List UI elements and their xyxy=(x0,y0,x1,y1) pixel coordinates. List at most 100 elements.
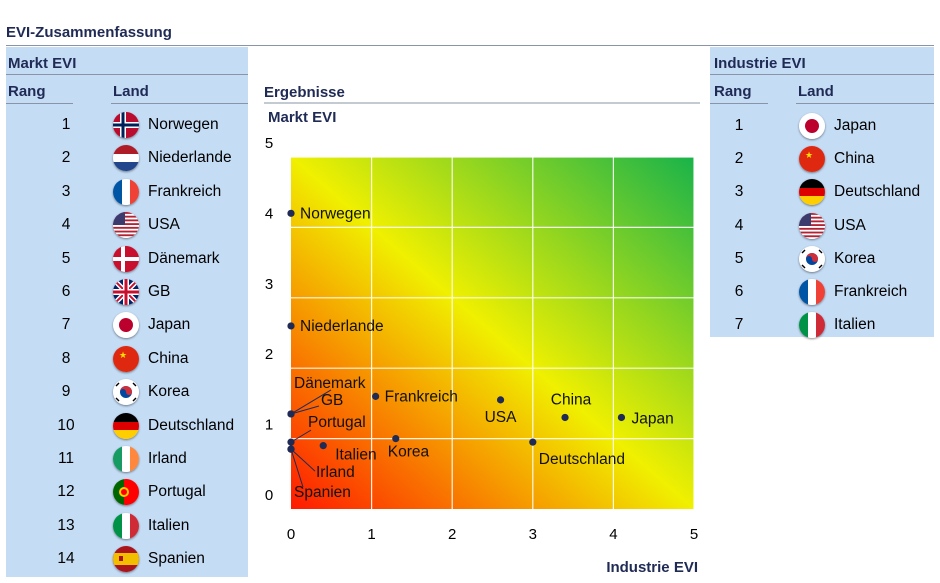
germany-flag-icon xyxy=(113,413,139,439)
spain-flag-icon xyxy=(113,546,139,572)
data-label: Korea xyxy=(388,444,430,461)
ranking-row: 7Japan xyxy=(6,310,248,340)
industry-evi-panel: Industrie EVI Rang Land 1Japan2★China3De… xyxy=(710,47,934,337)
x-tick-label: 3 xyxy=(529,526,537,543)
rank-value: 1 xyxy=(724,117,754,135)
ranking-row: 9Korea xyxy=(6,377,248,407)
country-name: China xyxy=(148,350,189,368)
data-point xyxy=(287,322,294,329)
rank-value: 1 xyxy=(51,116,81,134)
rank-value: 11 xyxy=(51,450,81,468)
ranking-row: 5Dänemark xyxy=(6,244,248,274)
x-tick-label: 2 xyxy=(448,526,456,543)
rank-value: 12 xyxy=(51,483,81,501)
x-tick-label: 4 xyxy=(609,526,617,543)
country-name: Italien xyxy=(148,517,189,535)
ranking-row: 7Italien xyxy=(710,310,934,340)
rank-value: 13 xyxy=(51,517,81,535)
data-label: Spanien xyxy=(294,484,351,501)
ranking-row: 3 Deutschland xyxy=(710,177,934,207)
country-name: Deutschland xyxy=(148,417,234,435)
country-name: Spanien xyxy=(148,550,205,568)
ranking-row: 8 ★ China xyxy=(6,344,248,374)
panel-divider xyxy=(710,74,934,75)
ranking-row: 6Frankreich xyxy=(710,277,934,307)
data-label: Italien xyxy=(335,447,376,464)
rank-value: 3 xyxy=(51,183,81,201)
ranking-row: 5 Korea xyxy=(710,244,934,274)
rank-value: 2 xyxy=(724,150,754,168)
country-name: GB xyxy=(148,283,170,301)
italy-flag-icon xyxy=(113,513,139,539)
ranking-row: 6GB xyxy=(6,277,248,307)
rank-value: 4 xyxy=(51,216,81,234)
x-tick-label: 1 xyxy=(367,526,375,543)
country-name: China xyxy=(834,150,875,168)
netherlands-flag-icon xyxy=(113,145,139,171)
data-point xyxy=(561,414,568,421)
data-label: Niederlande xyxy=(300,318,384,335)
y-tick-label: 2 xyxy=(265,346,273,363)
china-flag-icon: ★ xyxy=(799,146,825,172)
y-axis-title: Markt EVI xyxy=(268,109,336,126)
header-underline xyxy=(710,103,768,104)
rank-value: 3 xyxy=(724,183,754,201)
data-point xyxy=(287,446,294,453)
ranking-row: 4 USA xyxy=(6,210,248,240)
x-axis-title: Industrie EVI xyxy=(606,559,698,576)
rank-value: 7 xyxy=(51,316,81,334)
data-point xyxy=(287,210,294,217)
results-title: Ergebnisse xyxy=(264,84,345,101)
data-label: GB xyxy=(321,392,343,409)
y-tick-label: 4 xyxy=(265,205,273,222)
germany-flag-icon xyxy=(799,179,825,205)
results-section: Ergebnisse Markt EVI Industrie EVI 01234… xyxy=(248,47,710,577)
country-name: Portugal xyxy=(148,483,206,501)
title-divider xyxy=(6,45,934,46)
portugal-flag-icon xyxy=(113,479,139,505)
ranking-row: 4USA xyxy=(710,211,934,241)
market-evi-title: Markt EVI xyxy=(8,55,76,72)
data-point xyxy=(392,435,399,442)
header-underline xyxy=(796,103,934,104)
rank-value: 2 xyxy=(51,149,81,167)
rank-value: 8 xyxy=(51,350,81,368)
data-point xyxy=(618,414,625,421)
rank-value: 5 xyxy=(724,250,754,268)
data-point xyxy=(497,396,504,403)
data-label: Irland xyxy=(316,464,355,481)
country-name: Deutschland xyxy=(834,183,920,201)
country-name: Norwegen xyxy=(148,116,219,134)
ranking-row: 1Japan xyxy=(710,111,934,141)
ranking-row: 1 Norwegen xyxy=(6,110,248,140)
industry-evi-title: Industrie EVI xyxy=(714,55,806,72)
country-name: Irland xyxy=(148,450,187,468)
country-header: Land xyxy=(798,83,834,100)
france-flag-icon xyxy=(113,179,139,205)
header-underline xyxy=(6,103,73,104)
data-point xyxy=(287,410,294,417)
y-tick-label: 1 xyxy=(265,417,273,434)
ranking-row: 12 Portugal xyxy=(6,477,248,507)
rank-value: 14 xyxy=(51,550,81,568)
svg-text:★: ★ xyxy=(119,350,127,360)
x-tick-label: 5 xyxy=(690,526,698,543)
ranking-row: 2 Niederlande xyxy=(6,143,248,173)
rank-value: 6 xyxy=(724,283,754,301)
ranking-row: 3Frankreich xyxy=(6,177,248,207)
country-name: Korea xyxy=(834,250,875,268)
ranking-row: 14 Spanien xyxy=(6,544,248,574)
data-point xyxy=(529,439,536,446)
country-name: Niederlande xyxy=(148,149,232,167)
ranking-row: 11 Irland xyxy=(6,444,248,474)
data-label: Deutschland xyxy=(539,451,625,468)
data-label: USA xyxy=(485,409,518,426)
data-point xyxy=(372,393,379,400)
denmark-flag-icon xyxy=(113,246,139,272)
country-name: Dänemark xyxy=(148,250,220,268)
italy-flag-icon xyxy=(799,312,825,338)
country-name: USA xyxy=(148,216,180,234)
rank-value: 10 xyxy=(51,417,81,435)
market-evi-panel: Markt EVI Rang Land 1Norwegen2Niederland… xyxy=(6,47,248,577)
ranking-row: 13 Italien xyxy=(6,511,248,541)
